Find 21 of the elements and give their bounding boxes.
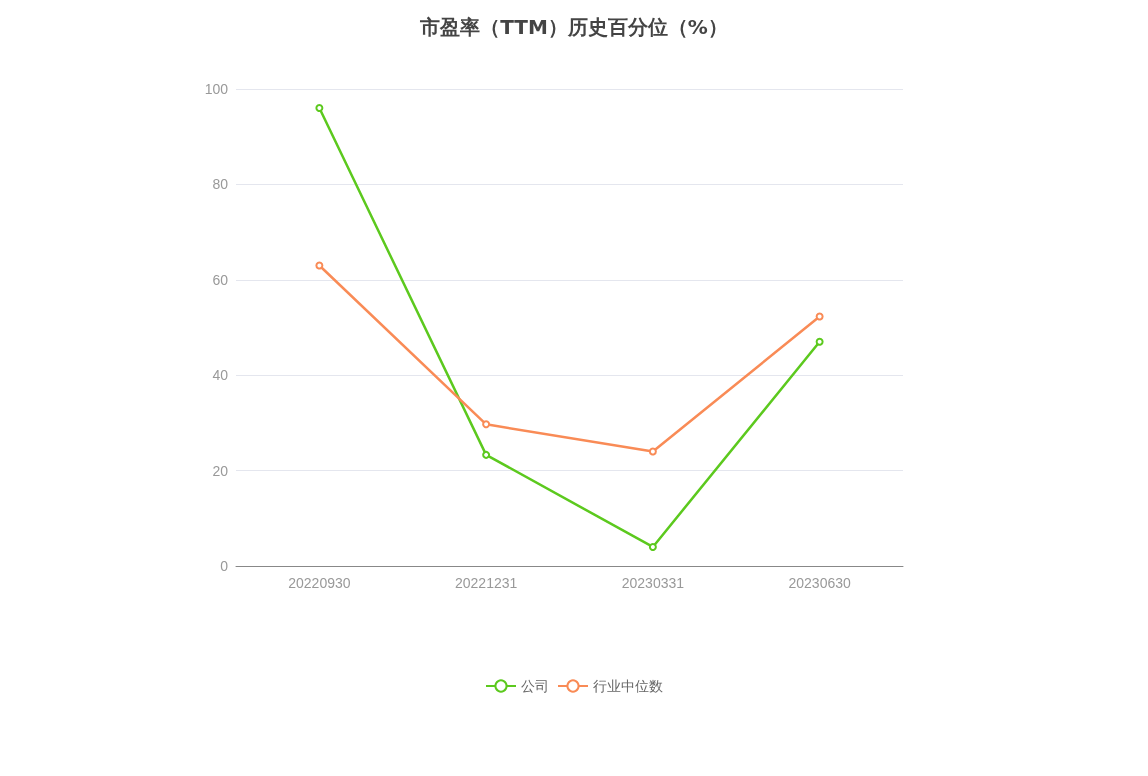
y-tick-label: 40 — [212, 367, 229, 384]
point — [315, 261, 324, 270]
y-tick-label: 100 — [204, 81, 229, 97]
point — [815, 337, 824, 346]
legend-label: 行业中位数 — [593, 678, 663, 694]
y-tick-label: 80 — [212, 176, 229, 193]
point — [648, 447, 657, 456]
x-tick-label: 20230630 — [788, 575, 851, 591]
point — [815, 312, 824, 321]
chart-title: 市盈率（TTM）历史百分位（%） — [419, 15, 728, 39]
x-tick-label: 20221231 — [454, 575, 518, 591]
point — [482, 450, 491, 459]
x-tick-label: 20220930 — [288, 575, 351, 591]
point — [315, 104, 324, 113]
x-tick-label: 20230331 — [621, 575, 685, 591]
point — [648, 542, 657, 551]
legend-label: 公司 — [521, 678, 549, 694]
y-tick-label: 20 — [212, 462, 229, 479]
y-tick-label: 0 — [220, 558, 229, 574]
point — [482, 420, 491, 429]
y-tick-label: 60 — [212, 271, 229, 288]
